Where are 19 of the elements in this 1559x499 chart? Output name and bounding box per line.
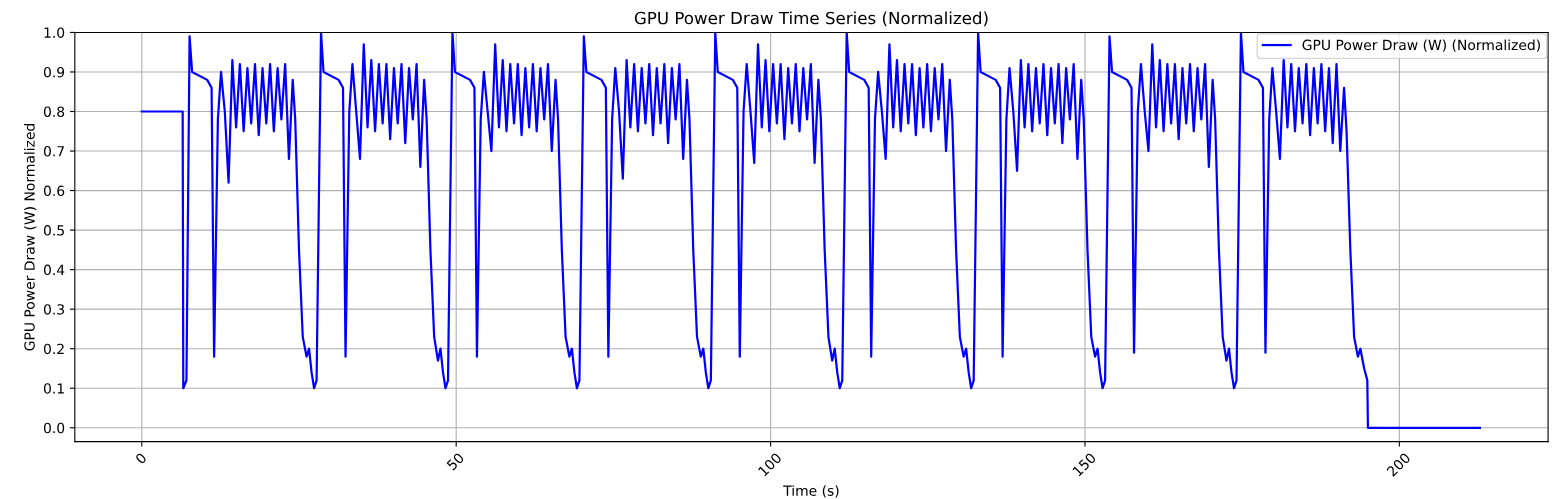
y-tick-label: 0.3: [43, 304, 64, 315]
y-tick-label: 0.2: [43, 343, 64, 355]
y-tick-label: 0.7: [43, 146, 64, 157]
y-tick-label: 0.6: [43, 185, 65, 197]
y-tick-label: 0.8: [43, 106, 65, 117]
y-tick-label: 1.0: [44, 27, 65, 38]
x-tick-label: 100: [757, 452, 783, 477]
y-tick-label: 0.1: [43, 383, 64, 394]
legend-label: GPU Power Draw (W) (Normalized): [1302, 39, 1540, 52]
y-axis-title: GPU Power Draw (W) Normalized: [24, 124, 37, 351]
x-axis-title: Time (s): [783, 485, 839, 498]
y-tick-label: 0.5: [43, 225, 64, 236]
y-tick-label: 0.0: [43, 422, 65, 434]
y-tick-label: 0.4: [43, 264, 65, 276]
chart-title: GPU Power Draw Time Series (Normalized): [634, 11, 988, 27]
y-tick-label: 0.9: [43, 66, 65, 78]
x-tick-label: 0: [134, 452, 148, 465]
x-tick-label: 50: [446, 452, 465, 471]
x-tick-label: 150: [1072, 452, 1097, 477]
